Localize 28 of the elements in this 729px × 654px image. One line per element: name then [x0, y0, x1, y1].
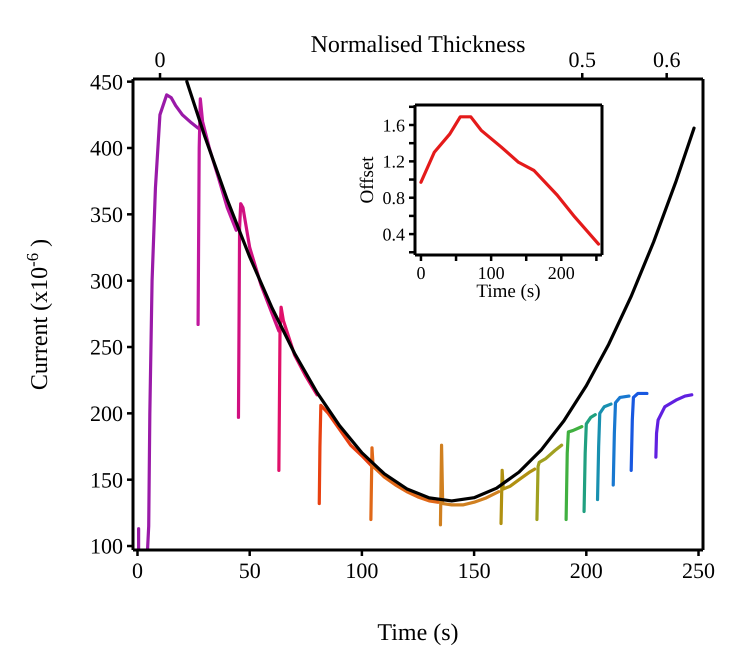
y-tick-label: 300 — [90, 268, 123, 294]
x2-tick-label: 0.5 — [568, 47, 596, 72]
y-tick-label: 0.8 — [382, 188, 405, 208]
x-tick-label: 200 — [570, 558, 603, 583]
x2-axis-title: Normalised Thickness — [310, 32, 526, 58]
x2-tick-label: 0 — [154, 47, 166, 72]
x-tick-label: 0 — [416, 263, 426, 284]
x-tick-label: 200 — [548, 263, 575, 284]
y-tick-label: 1.2 — [382, 152, 405, 172]
x-tick-label: 100 — [345, 558, 378, 583]
y-tick-label: 400 — [90, 136, 123, 161]
y-tick-label: 150 — [90, 467, 123, 492]
x-axis-title: Time (s) — [476, 281, 541, 302]
x-tick-label: 0 — [132, 558, 143, 583]
x-axis-title: Time (s) — [377, 620, 459, 646]
y-tick-label: 250 — [90, 334, 123, 360]
x-tick-label: 150 — [458, 558, 491, 583]
y-tick-label: 1.6 — [382, 115, 405, 136]
x-tick-label: 50 — [238, 558, 261, 583]
y-tick-label: 350 — [90, 202, 123, 228]
x2-tick-label: 0.6 — [652, 47, 680, 72]
y-tick-label: 450 — [90, 69, 123, 94]
x-tick-label: 100 — [478, 263, 505, 284]
y-axis-title: Offset — [357, 156, 378, 204]
x-tick-label: 250 — [682, 558, 716, 583]
y-tick-label: 200 — [90, 401, 123, 426]
y-tick-label: 100 — [90, 534, 123, 559]
y-tick-label: 0.4 — [382, 224, 405, 244]
